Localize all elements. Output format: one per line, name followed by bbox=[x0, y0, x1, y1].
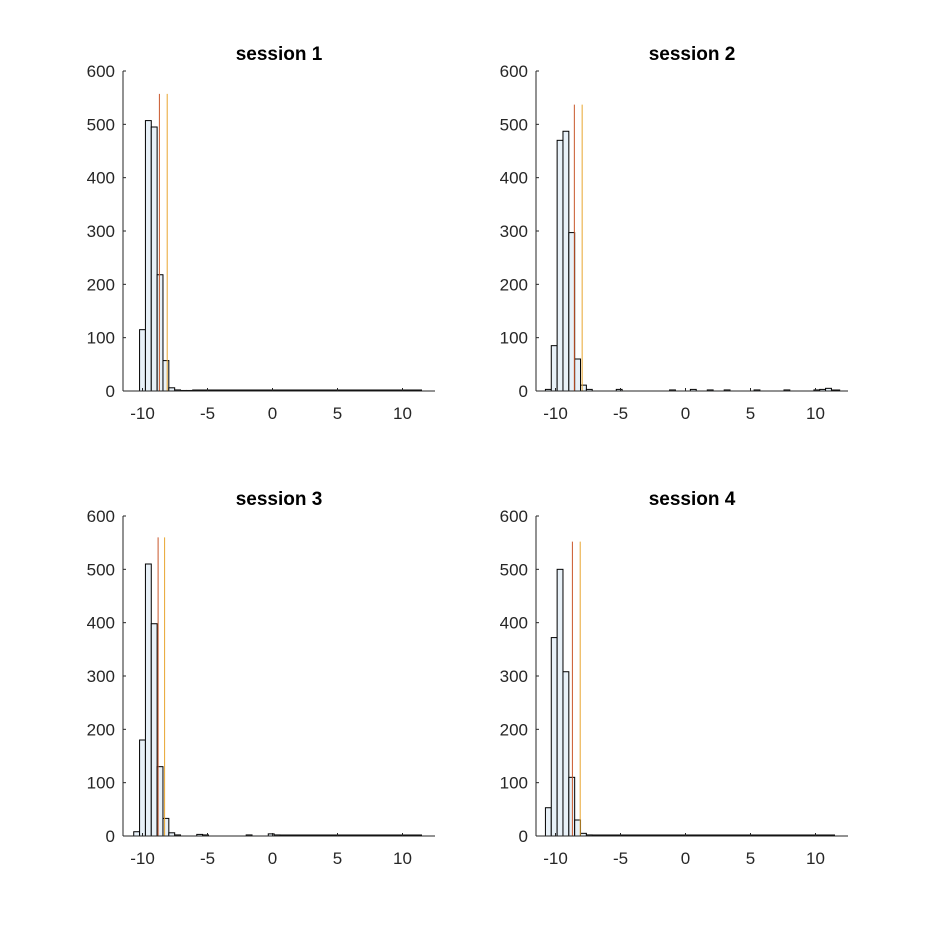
session-3-panel: session 3 0 100 200 300 400 500 600 -10 -5 0 5 10 bbox=[87, 489, 435, 868]
x-tick-label: 5 bbox=[746, 849, 755, 868]
histogram-bar bbox=[156, 274, 164, 392]
histogram-bar bbox=[544, 807, 552, 837]
histogram-bar bbox=[568, 232, 576, 392]
chart-title: session 4 bbox=[649, 489, 736, 510]
histogram-bar bbox=[562, 671, 570, 837]
x-tick-label: 0 bbox=[681, 404, 690, 423]
x-tick-label: 10 bbox=[806, 404, 825, 423]
x-tick-label: -5 bbox=[200, 404, 215, 423]
y-tick-label: 0 bbox=[519, 382, 528, 401]
y-tick-label: 400 bbox=[500, 169, 528, 188]
x-tick-label: -5 bbox=[613, 849, 628, 868]
histogram-bar bbox=[162, 360, 170, 392]
chart-title: session 1 bbox=[236, 44, 323, 65]
y-tick-label: 200 bbox=[500, 720, 528, 739]
histogram-bar bbox=[568, 776, 576, 837]
session-1-panel: session 1 0 100 200 300 400 500 600 -10 -5 0 5 10 bbox=[87, 44, 435, 423]
y-tick-label: 600 bbox=[87, 507, 115, 526]
x-tick-label: 5 bbox=[333, 849, 342, 868]
x-tick-label: 0 bbox=[268, 849, 277, 868]
x-tick-label: 10 bbox=[806, 849, 825, 868]
histogram-bar bbox=[550, 345, 558, 392]
histogram-bar bbox=[139, 739, 146, 837]
histogram-bar bbox=[556, 139, 564, 392]
x-tick-label: 0 bbox=[681, 849, 690, 868]
histogram-bar bbox=[556, 568, 564, 837]
x-tick-label: -10 bbox=[543, 404, 568, 423]
histogram-bar bbox=[574, 819, 582, 837]
histogram-bar bbox=[574, 358, 582, 392]
y-tick-label: 200 bbox=[500, 275, 528, 294]
y-tick-label: 100 bbox=[500, 329, 528, 348]
y-tick-label: 400 bbox=[500, 614, 528, 633]
chart-title: session 2 bbox=[649, 44, 736, 65]
y-tick-label: 100 bbox=[87, 329, 115, 348]
y-tick-label: 300 bbox=[500, 667, 528, 686]
session-2-panel: session 2 0 100 200 300 400 500 600 -10 -5 0 5 10 bbox=[500, 44, 848, 423]
y-tick-label: 600 bbox=[500, 507, 528, 526]
histogram-bar bbox=[150, 126, 158, 392]
y-tick-label: 600 bbox=[500, 62, 528, 81]
histogram-bar bbox=[550, 637, 558, 837]
x-tick-label: 0 bbox=[268, 404, 277, 423]
chart-title: session 3 bbox=[236, 489, 323, 510]
histogram-bar bbox=[162, 817, 170, 837]
y-tick-label: 300 bbox=[87, 222, 115, 241]
x-tick-label: -5 bbox=[200, 849, 215, 868]
y-tick-label: 600 bbox=[87, 62, 115, 81]
session-4-panel: session 4 0 100 200 300 400 500 600 -10 -5 0 5 10 bbox=[500, 489, 848, 868]
x-tick-label: -5 bbox=[613, 404, 628, 423]
histogram-bar bbox=[580, 384, 587, 392]
x-tick-label: -10 bbox=[543, 849, 568, 868]
x-tick-label: 5 bbox=[333, 404, 342, 423]
y-tick-label: 200 bbox=[87, 275, 115, 294]
y-tick-label: 200 bbox=[87, 720, 115, 739]
y-tick-label: 0 bbox=[519, 827, 528, 846]
y-tick-label: 300 bbox=[500, 222, 528, 241]
y-tick-label: 500 bbox=[500, 560, 528, 579]
y-tick-label: 500 bbox=[500, 115, 528, 134]
y-tick-label: 100 bbox=[87, 774, 115, 793]
x-tick-label: -10 bbox=[130, 849, 155, 868]
x-tick-label: -10 bbox=[130, 404, 155, 423]
histogram-bar bbox=[139, 329, 146, 392]
y-tick-label: 500 bbox=[87, 560, 115, 579]
histogram-bar bbox=[562, 130, 570, 392]
y-tick-label: 0 bbox=[106, 382, 115, 401]
x-tick-label: 10 bbox=[393, 849, 412, 868]
y-tick-label: 400 bbox=[87, 169, 115, 188]
histogram-bar bbox=[150, 623, 158, 837]
y-tick-label: 300 bbox=[87, 667, 115, 686]
histogram-bar bbox=[144, 120, 152, 392]
histogram-bar bbox=[133, 831, 141, 837]
y-tick-label: 100 bbox=[500, 774, 528, 793]
x-tick-label: 5 bbox=[746, 404, 755, 423]
y-tick-label: 0 bbox=[106, 827, 115, 846]
y-tick-label: 500 bbox=[87, 115, 115, 134]
x-tick-label: 10 bbox=[393, 404, 412, 423]
y-tick-label: 400 bbox=[87, 614, 115, 633]
histogram-bar bbox=[144, 563, 152, 837]
